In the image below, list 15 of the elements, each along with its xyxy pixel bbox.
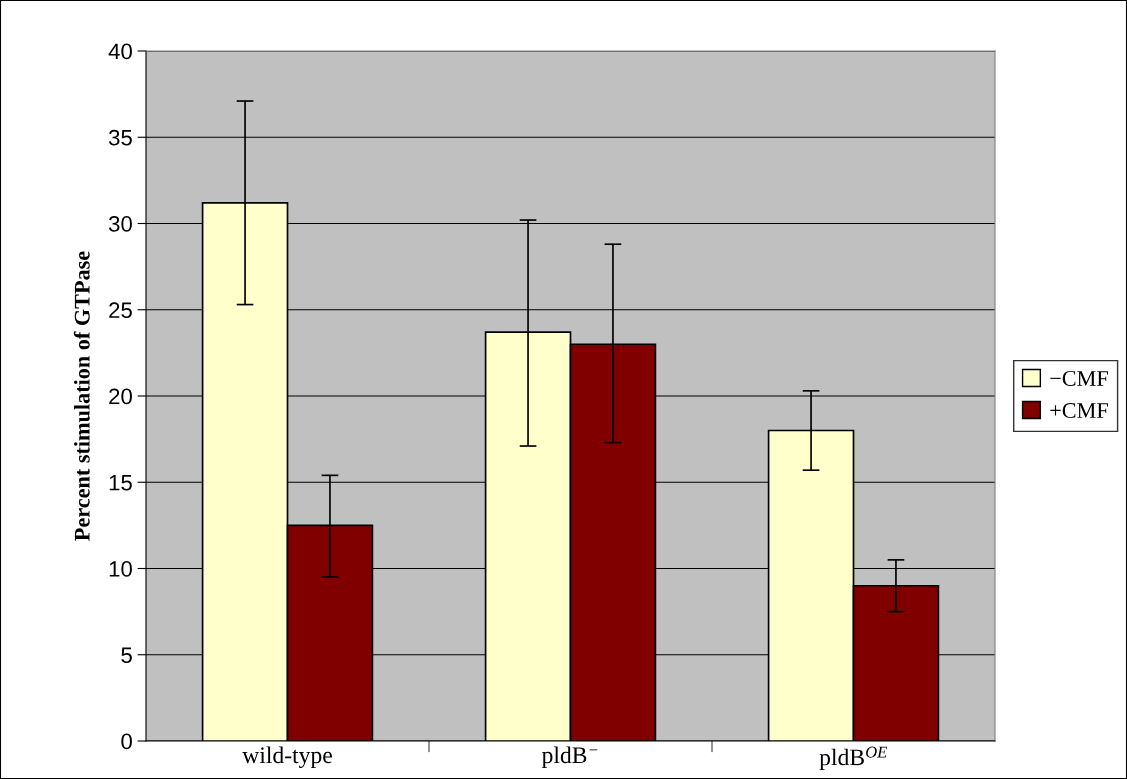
x-tick-label: pldB$^{OE}$ bbox=[819, 746, 888, 771]
y-tick-label: 15 bbox=[109, 475, 132, 491]
y-axis-title: Percent stimulation of GTPase bbox=[73, 251, 90, 541]
legend-label: +CMF bbox=[1050, 403, 1108, 418]
x-tick-label: wild-type bbox=[242, 746, 332, 769]
y-tick-label: 35 bbox=[108, 129, 132, 146]
y-tick-label: 40 bbox=[108, 43, 132, 60]
x-tick-label: pldB$^{−}$ bbox=[541, 746, 598, 768]
y-tick-label: 20 bbox=[109, 388, 132, 405]
legend-label: −CMF bbox=[1050, 371, 1108, 386]
y-tick-label: 5 bbox=[121, 647, 132, 664]
y-tick-label: 0 bbox=[121, 733, 132, 750]
y-tick-label: 30 bbox=[108, 216, 132, 232]
y-tick-label: 10 bbox=[109, 561, 132, 577]
y-tick-label: 25 bbox=[109, 302, 132, 319]
